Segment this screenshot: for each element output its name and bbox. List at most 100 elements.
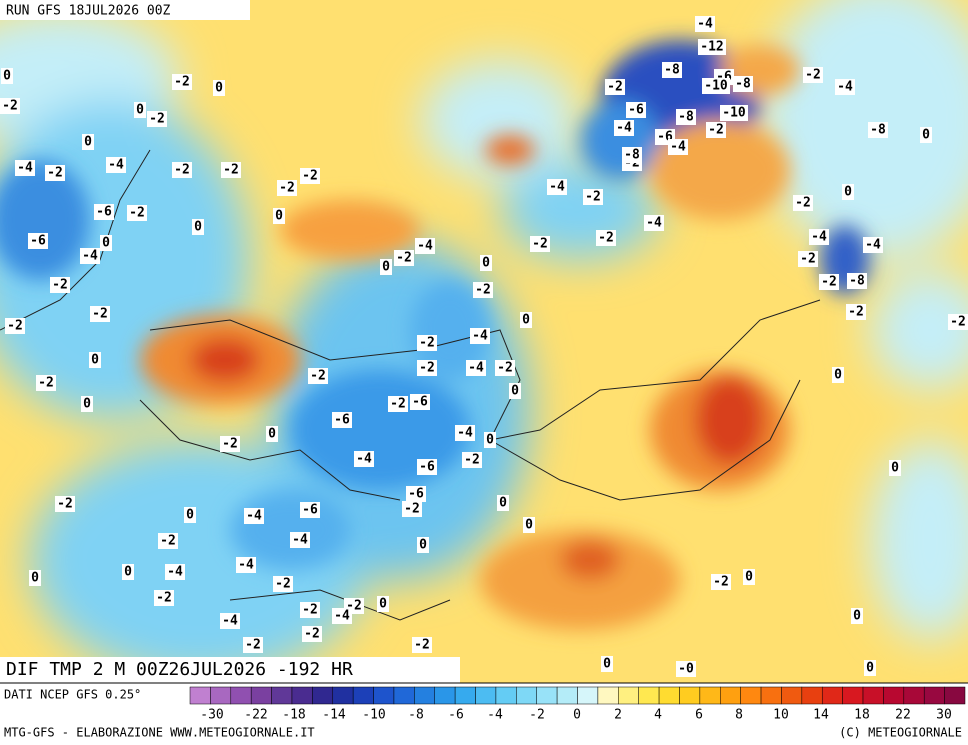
contour-label-box [184, 507, 196, 523]
contour-label: -2 [795, 196, 811, 211]
contour-label: 0 [186, 508, 194, 523]
contour-label-box [497, 495, 509, 511]
colorbar-swatch [373, 686, 395, 705]
contour-label-box [626, 102, 646, 118]
contour-label-box [266, 426, 278, 442]
contour-label: 0 [522, 313, 530, 328]
contour-label: 0 [124, 565, 132, 580]
contour-label: -4 [222, 614, 238, 629]
contour-label: 0 [525, 518, 533, 533]
contour-label: 0 [275, 209, 283, 224]
colorbar-swatch [903, 686, 925, 705]
contour-label-box [832, 367, 844, 383]
colorbar-tick: 2 [614, 708, 622, 723]
contour-label: -2 [52, 278, 68, 293]
borders [0, 149, 821, 621]
contour-label: -4 [167, 565, 183, 580]
map-caption: DIF TMP 2 M 00Z26JUL2026 -192 HR [6, 659, 353, 680]
contour-label: -2 [585, 190, 601, 205]
colorbar-swatch [516, 686, 537, 705]
contour-label-box [530, 236, 550, 252]
contour-label: -4 [697, 17, 713, 32]
contour-label-box [798, 251, 818, 267]
contour-label-box [819, 274, 839, 290]
contour-label-box [622, 147, 642, 163]
contour-label: -4 [417, 239, 433, 254]
colorbar-tick: -6 [448, 708, 464, 723]
contour-label: 0 [603, 657, 611, 672]
contour-label: -4 [472, 329, 488, 344]
contour-label: -6 [30, 234, 46, 249]
contour-label-box [462, 452, 482, 468]
colorbar-swatch [842, 686, 864, 705]
contour-label-box [847, 273, 867, 289]
contour-label-box [698, 39, 726, 55]
contour-label: 0 [834, 368, 842, 383]
contour-label: -2 [800, 252, 816, 267]
contour-label: -6 [412, 395, 428, 410]
contour-label: 0 [866, 661, 874, 676]
contour-label: 0 [382, 260, 390, 275]
contour-label: -2 [38, 376, 54, 391]
colorbar-swatch [495, 686, 517, 705]
contour-label-box [332, 412, 352, 428]
colorbar-swatch [352, 686, 374, 705]
contour-label-box [470, 328, 490, 344]
colorbar-swatch [271, 686, 293, 705]
contour-label-box [614, 120, 634, 136]
footer-left: MTG-GFS - ELABORAZIONE WWW.METEOGIORNALE… [4, 726, 315, 740]
contour-label-box [523, 517, 535, 533]
contour-label-box [480, 255, 492, 271]
contour-label-box [466, 360, 486, 376]
contour-label: -2 [92, 307, 108, 322]
contour-label-box [122, 564, 134, 580]
contour-label-box [596, 230, 616, 246]
contour-label-box [484, 432, 496, 448]
contour-label: 0 [853, 609, 861, 624]
contour-label: 0 [194, 220, 202, 235]
contour-label: -2 [223, 163, 239, 178]
contour-label-box [394, 250, 414, 266]
contour-label: -4 [292, 533, 308, 548]
contour-label-box [948, 314, 968, 330]
contour-label: 0 [102, 236, 110, 251]
contour-label: -2 [149, 112, 165, 127]
contour-label: 0 [215, 81, 223, 96]
colorbar-swatch [821, 686, 843, 705]
contour-label: -2 [156, 591, 172, 606]
colorbar-tick: -22 [244, 708, 267, 723]
colorbar-swatch [332, 686, 354, 705]
contour-label-box [380, 259, 392, 275]
colorbar-swatch [760, 686, 782, 705]
contour-label: -6 [302, 503, 318, 518]
contour-label: 0 [83, 397, 91, 412]
colorbar-swatch [679, 686, 701, 705]
colorbar-swatch [475, 686, 497, 705]
contour-label: -2 [713, 575, 729, 590]
contour-label-box [711, 574, 731, 590]
contour-label: 0 [486, 433, 494, 448]
contour-label: -2 [57, 497, 73, 512]
contour-label-box [702, 78, 730, 94]
contour-label-box [706, 122, 726, 138]
colorbar-swatch [230, 686, 252, 705]
contour-label: -2 [129, 206, 145, 221]
colorbar-swatch [801, 686, 823, 705]
contour-label-box [236, 557, 256, 573]
colorbar-swatch [454, 686, 476, 705]
contour-label: -2 [245, 638, 261, 653]
contour-label-box [90, 306, 110, 322]
contour-label: -4 [549, 180, 565, 195]
contour-label-box [412, 637, 432, 653]
contour-label: 0 [419, 538, 427, 553]
contour-label: 0 [482, 256, 490, 271]
contour-label: -4 [82, 249, 98, 264]
contour-label-box [889, 460, 901, 476]
contour-label-box [809, 229, 829, 245]
footer-right: (C) METEOGIORNALE [839, 726, 962, 740]
contour-label: -2 [419, 336, 435, 351]
colorbar-tick: -4 [487, 708, 503, 723]
contour-label-box [55, 496, 75, 512]
contour-label: -2 [475, 283, 491, 298]
contour-label-box [793, 195, 813, 211]
